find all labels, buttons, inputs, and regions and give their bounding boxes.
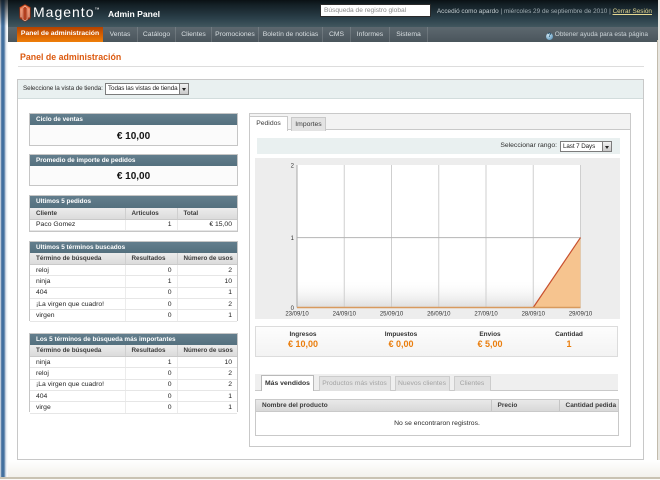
svg-text:25/09/10: 25/09/10 [380, 312, 404, 318]
svg-text:0: 0 [291, 306, 295, 312]
svg-text:27/09/10: 27/09/10 [474, 312, 498, 318]
svg-text:24/09/10: 24/09/10 [333, 312, 357, 318]
svg-text:28/09/10: 28/09/10 [522, 312, 546, 318]
svg-text:2: 2 [291, 164, 295, 170]
svg-text:1: 1 [291, 236, 295, 242]
svg-text:26/09/10: 26/09/10 [427, 312, 451, 318]
svg-text:23/09/10: 23/09/10 [285, 312, 309, 318]
svg-text:29/09/10: 29/09/10 [569, 312, 593, 318]
